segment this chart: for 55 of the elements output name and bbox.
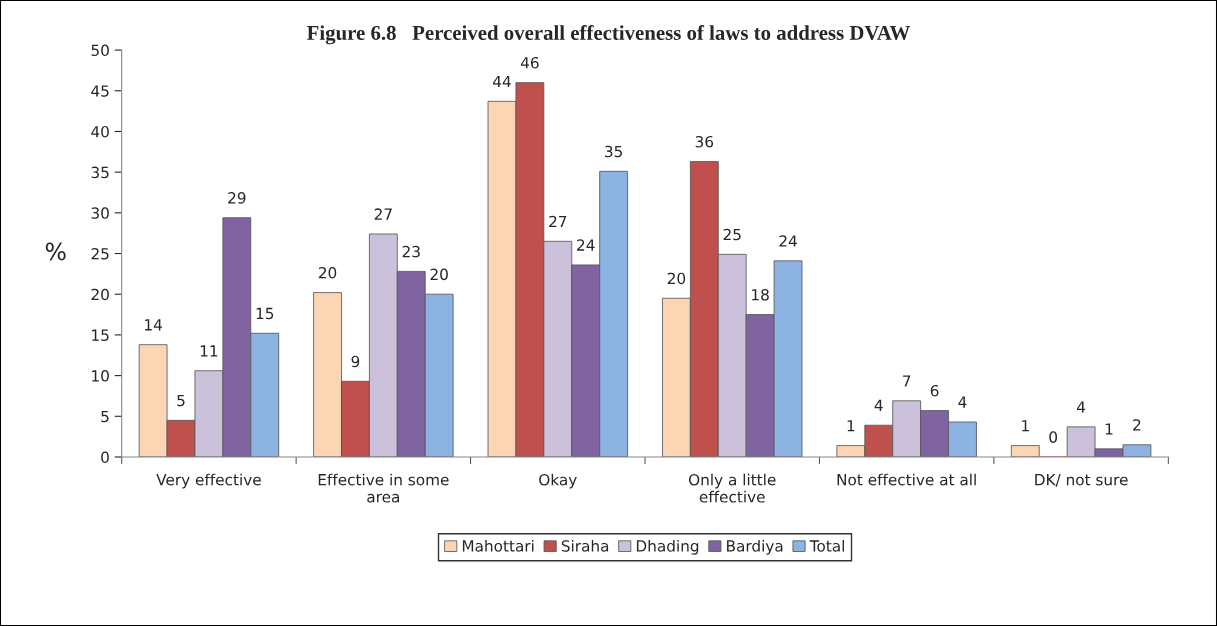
data-label: 9 [351, 355, 360, 368]
x-tick-label: Effective in some area [318, 473, 449, 503]
data-label: 20 [667, 272, 686, 285]
data-label: 24 [779, 235, 797, 247]
y-tick-label: 45 [91, 85, 109, 97]
data-label: 1 [847, 420, 855, 432]
y-tick-label: 25 [91, 248, 109, 260]
data-label: 0 [1049, 431, 1058, 443]
data-label: 5 [177, 394, 185, 407]
data-label: 24 [577, 239, 595, 251]
chart-title: Figure 6.8 Perceived overall effectiveness of laws to address DVAW [306, 25, 911, 45]
legend-label: Total [809, 539, 844, 552]
x-tick-label: Very effective [156, 473, 261, 489]
x-tick-label: DK/ not sure [1035, 474, 1128, 487]
data-label: 36 [695, 135, 714, 148]
data-label: 14 [145, 319, 162, 331]
data-label: 1 [1105, 423, 1113, 435]
data-label: 11 [200, 345, 218, 357]
data-label: 44 [493, 75, 511, 88]
data-label: 27 [374, 208, 392, 220]
data-label: 2 [1133, 419, 1141, 431]
data-label: 20 [318, 266, 337, 279]
x-tick-label: Okay [539, 473, 577, 489]
data-label: 23 [402, 245, 420, 258]
legend-label: Dhading [636, 539, 699, 555]
data-label: 25 [723, 228, 741, 241]
data-label: 4 [1076, 401, 1086, 413]
data-label: 4 [958, 396, 967, 408]
y-tick-label: 40 [91, 125, 109, 138]
y-axis-title: % [45, 242, 66, 261]
data-label: 18 [752, 288, 769, 301]
data-label: 1 [1022, 420, 1029, 432]
x-tick-label: Only a little effective [688, 473, 776, 503]
y-tick-label: 10 [92, 370, 109, 382]
legend-label: Siraha [561, 539, 609, 552]
data-label: 15 [256, 307, 274, 320]
data-label: 20 [430, 268, 448, 281]
data-label: 46 [520, 57, 539, 69]
legend-label: Mahottari [462, 539, 534, 552]
data-label: 4 [874, 399, 883, 411]
legend-label: Bardiya [727, 539, 783, 555]
y-tick-label: 0 [101, 451, 109, 463]
y-tick-label: 15 [92, 329, 109, 341]
y-tick-label: 30 [91, 207, 109, 219]
data-label: 35 [605, 145, 622, 158]
bar [1010, 445, 1040, 457]
data-label: 27 [549, 215, 567, 228]
data-label: 7 [903, 375, 911, 387]
y-tick-label: 35 [91, 166, 109, 179]
y-tick-label: 50 [91, 44, 109, 57]
x-tick-label: Not effective at all [837, 473, 976, 486]
data-label: 6 [930, 384, 939, 397]
y-tick-label: 20 [91, 288, 109, 301]
data-label: 29 [228, 192, 246, 204]
y-tick-label: 5 [101, 410, 109, 423]
